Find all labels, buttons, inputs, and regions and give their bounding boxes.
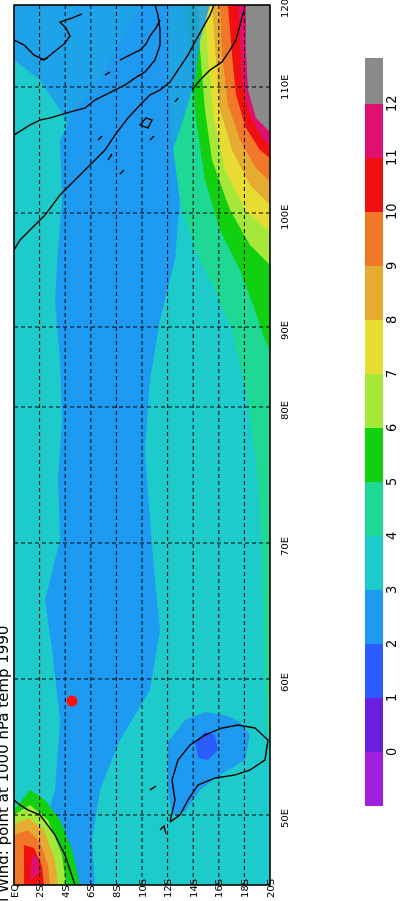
coastlines (14, 5, 269, 885)
grid (14, 5, 270, 885)
field-east-blue (14, 5, 210, 190)
colorbar-label: 12 (385, 95, 400, 112)
coast-borneo (14, 5, 161, 136)
colorbar-label: 2 (385, 640, 400, 648)
map-title: Zonal Wind: point at 1000 hPa temp 1990 (0, 626, 12, 901)
colorbar-swatch-1 (365, 698, 383, 752)
coast-java (191, 9, 245, 91)
lon-label: 50E (280, 809, 291, 828)
point-marker (66, 695, 78, 707)
field-band-12 (246, 5, 270, 132)
colorbar-label: 8 (385, 316, 400, 324)
map-frame (13, 4, 271, 886)
lon-label: 60E (280, 673, 291, 692)
colorbar-label: 10 (385, 203, 400, 220)
colorbar-swatch-12 (365, 104, 383, 158)
lat-label: 20S (266, 879, 277, 898)
colorbar-swatch-10 (365, 212, 383, 266)
colorbar-swatch-6 (365, 428, 383, 482)
lat-label: 10S (138, 879, 149, 898)
lat-label: 18S (240, 879, 251, 898)
colorbar-label: 5 (385, 478, 400, 486)
colorbar-label: 0 (385, 748, 400, 756)
coast-sulawesi (14, 13, 83, 61)
colorbar-label: 1 (385, 694, 400, 702)
lat-label: 12S (163, 879, 174, 898)
lat-label: 16S (214, 879, 225, 898)
coast-africa-south (159, 824, 167, 835)
lon-label: 70E (280, 537, 291, 556)
colorbar-swatch-7 (365, 374, 383, 428)
colorbar-swatch-13 (365, 58, 383, 104)
colorbar-swatch-8 (365, 320, 383, 374)
lat-label: EQ (10, 884, 21, 898)
colorbar-label: 9 (385, 262, 400, 270)
colorbar-swatch-5 (365, 482, 383, 536)
coast-small-isles (97, 97, 179, 175)
lat-label: 6S (86, 885, 97, 898)
colorbar-label: 7 (385, 370, 400, 378)
colorbar-swatch-3 (365, 590, 383, 644)
lat-label: 14S (189, 879, 200, 898)
lon-label: 100E (280, 205, 291, 230)
map-field (14, 5, 270, 885)
colorbar-label: 4 (385, 532, 400, 540)
coast-africa (14, 799, 76, 885)
lat-label: 4S (61, 885, 72, 898)
colorbar-swatch-2 (365, 644, 383, 698)
colorbar-label: 6 (385, 424, 400, 432)
colorbar-swatch-0 (365, 752, 383, 806)
coast-lesser-sunda (39, 19, 161, 76)
lat-label: 8S (112, 885, 123, 898)
coast-sumatra (14, 5, 215, 251)
coast-small-island (149, 785, 157, 791)
lon-label: 80E (280, 401, 291, 420)
field-blue-band (38, 5, 190, 885)
colorbar-swatch-4 (365, 536, 383, 590)
colorbar-swatch-11 (365, 158, 383, 212)
lat-axis-labels: EQ 2S 4S 6S 8S 10S 12S 14S 16S 18S 20S (10, 879, 277, 898)
colorbar-swatch-9 (365, 266, 383, 320)
field-madagascar-blue (168, 712, 250, 815)
lon-axis-labels: 50E 60E 70E 80E 90E 100E 110E 120 (280, 0, 291, 828)
field-nw-band-11 (30, 855, 40, 880)
lon-label: 90E (280, 321, 291, 340)
field-madagascar-deep (195, 732, 218, 760)
colorbar-label: 3 (385, 586, 400, 594)
coast-bangka (138, 117, 153, 129)
grid-lon-lines (14, 86, 270, 816)
lon-label: 110E (280, 75, 291, 100)
colorbar-label: 11 (385, 149, 400, 166)
colorbar-labels: 0 1 2 3 4 5 6 7 8 9 10 11 12 (385, 95, 400, 756)
lon-label: 120 (280, 0, 291, 18)
colorbar: 0 1 2 3 4 5 6 7 8 9 10 11 12 (365, 58, 400, 806)
coast-madagascar (169, 724, 269, 823)
lat-label: 2S (35, 885, 46, 898)
